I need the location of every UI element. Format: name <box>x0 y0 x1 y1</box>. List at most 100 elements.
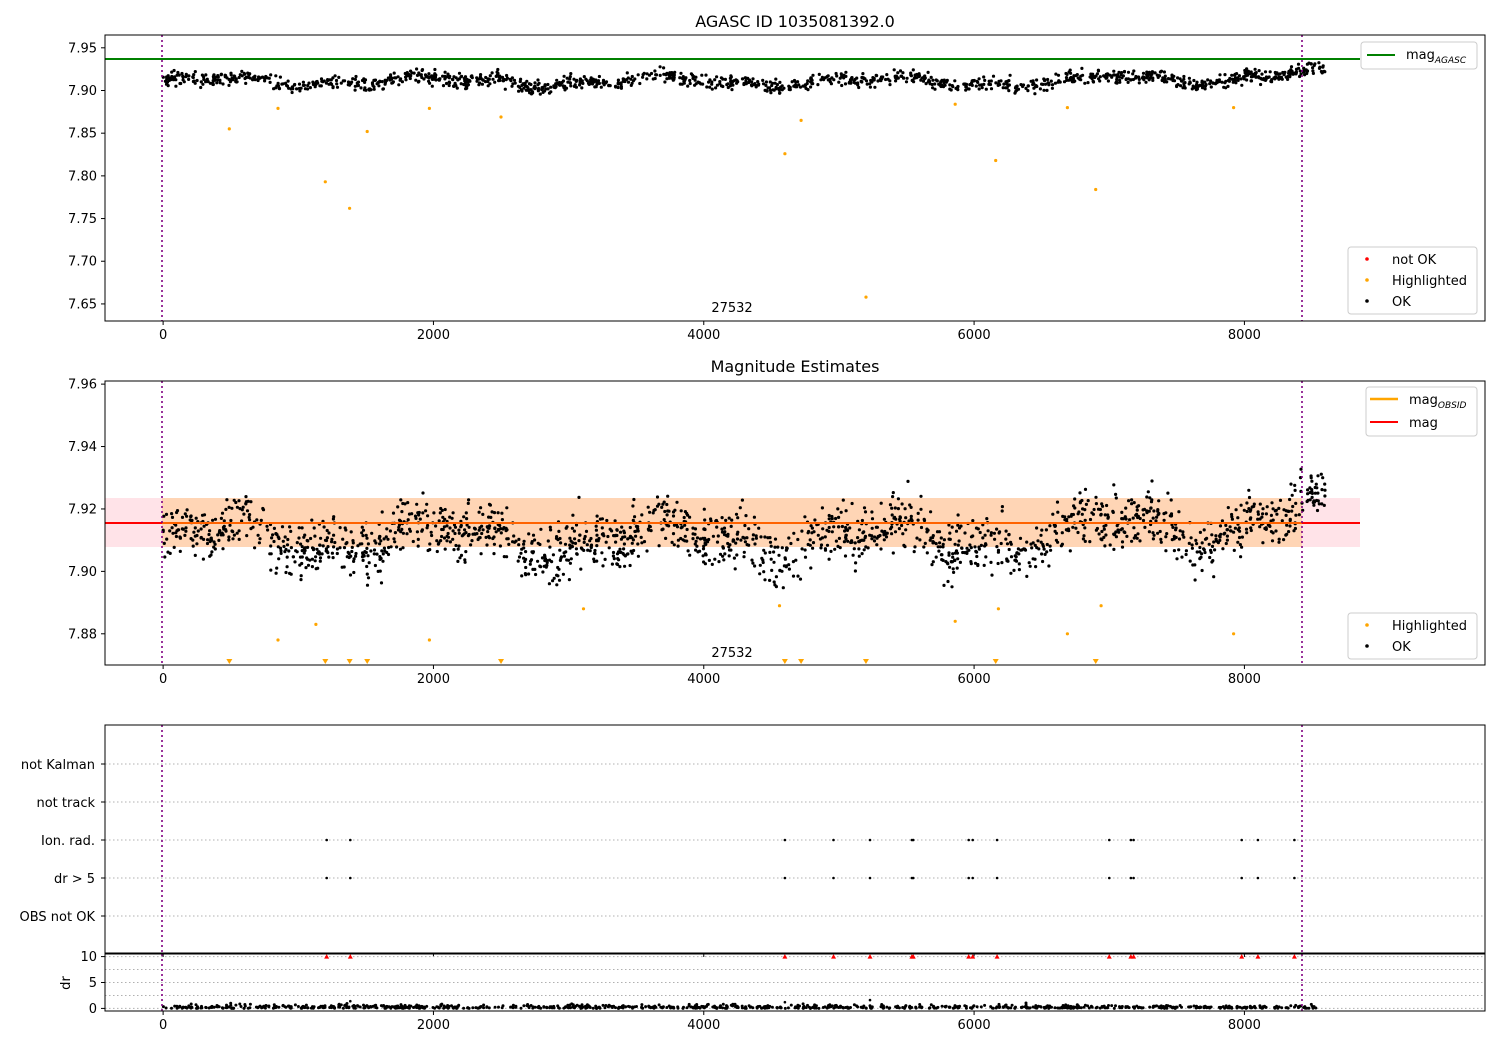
ok-point <box>811 546 815 550</box>
ok-point <box>733 567 737 571</box>
dr-point <box>1006 1006 1010 1010</box>
ok-point <box>373 78 378 82</box>
dr-point <box>833 1004 837 1008</box>
ok-point <box>1162 518 1166 522</box>
ok-point <box>377 84 381 88</box>
ok-point <box>321 544 325 548</box>
ok-point <box>626 537 630 541</box>
ok-point <box>892 68 896 72</box>
ok-point <box>790 80 794 84</box>
ok-point <box>170 511 174 516</box>
ok-point <box>784 548 789 552</box>
ok-point <box>1122 69 1127 74</box>
ok-point <box>492 535 496 539</box>
clipped-dr-marker <box>867 954 873 959</box>
ok-point <box>1062 80 1067 84</box>
ok-point <box>522 86 526 90</box>
ok-point <box>839 510 843 514</box>
ok-point <box>1138 539 1142 543</box>
ok-point <box>879 501 883 505</box>
ok-point <box>884 535 889 539</box>
ok-point <box>1002 82 1006 86</box>
ok-point <box>536 78 540 82</box>
ok-point <box>274 571 278 575</box>
dr-point <box>178 1005 182 1009</box>
ok-point <box>280 82 284 86</box>
ok-point <box>519 551 523 555</box>
ok-point <box>447 76 451 80</box>
ok-point <box>392 71 396 75</box>
ok-point <box>272 526 276 531</box>
ok-point <box>256 77 260 81</box>
ok-point <box>1156 75 1160 79</box>
ok-point <box>1270 539 1275 543</box>
dr-point <box>347 1005 351 1009</box>
dr-point <box>612 1004 616 1008</box>
ok-point <box>651 511 655 515</box>
ok-point <box>1135 508 1139 512</box>
ok-point <box>777 88 781 92</box>
ok-point <box>816 533 820 537</box>
ok-point <box>710 87 714 91</box>
dr-point <box>908 1004 912 1008</box>
ok-point <box>1214 534 1218 538</box>
ok-point <box>1261 512 1265 516</box>
ok-point <box>416 537 420 542</box>
ok-point <box>928 82 932 86</box>
ok-point <box>184 72 188 76</box>
dr-point <box>556 1004 560 1008</box>
ok-point <box>306 83 310 88</box>
dr-point <box>317 1006 320 1010</box>
ok-point <box>965 546 969 550</box>
ok-point <box>454 543 458 548</box>
ok-point <box>191 544 195 548</box>
ok-point <box>1025 574 1029 579</box>
x-tick-label: 2000 <box>417 1018 450 1033</box>
ok-point <box>451 511 455 515</box>
ok-point <box>462 515 466 519</box>
ok-point <box>1126 70 1131 74</box>
dr-point <box>897 1006 901 1010</box>
ok-point <box>652 508 656 512</box>
ok-point <box>429 530 433 534</box>
ok-point <box>1182 74 1186 79</box>
dr-point <box>580 1003 584 1007</box>
ok-point <box>622 529 626 533</box>
dr-point <box>756 1005 760 1008</box>
ok-point <box>464 550 468 554</box>
dr-point <box>1277 1005 1281 1009</box>
ok-point <box>896 71 900 75</box>
ok-point <box>1320 488 1324 492</box>
ok-point <box>350 545 354 550</box>
ok-point <box>490 71 494 75</box>
ok-point <box>568 561 573 565</box>
ok-point <box>1310 495 1314 499</box>
ok-point <box>1072 74 1076 78</box>
ok-point <box>1245 67 1249 71</box>
ok-point <box>792 531 796 535</box>
dr-point <box>485 1005 489 1009</box>
ok-point <box>1299 467 1303 471</box>
ok-point <box>502 555 506 559</box>
ok-point <box>1261 507 1265 511</box>
ok-point <box>933 87 937 91</box>
ok-point <box>916 511 920 515</box>
ok-point <box>496 511 500 515</box>
ok-point <box>1249 70 1253 74</box>
ok-point <box>768 578 772 583</box>
highlighted-point <box>864 295 868 299</box>
ok-point <box>904 516 908 520</box>
panel4-points <box>161 954 1318 1010</box>
ok-point <box>1211 81 1215 85</box>
dr-point <box>603 1006 607 1010</box>
dr-point <box>248 1006 252 1010</box>
ok-point <box>1298 69 1302 73</box>
ok-point <box>664 536 668 541</box>
dr-point <box>296 1005 300 1008</box>
offscale-marker <box>862 659 869 664</box>
ok-point <box>771 88 775 92</box>
ok-point <box>774 87 778 91</box>
ok-point <box>605 518 609 523</box>
ok-point <box>1162 70 1166 74</box>
ok-point <box>1262 78 1266 82</box>
